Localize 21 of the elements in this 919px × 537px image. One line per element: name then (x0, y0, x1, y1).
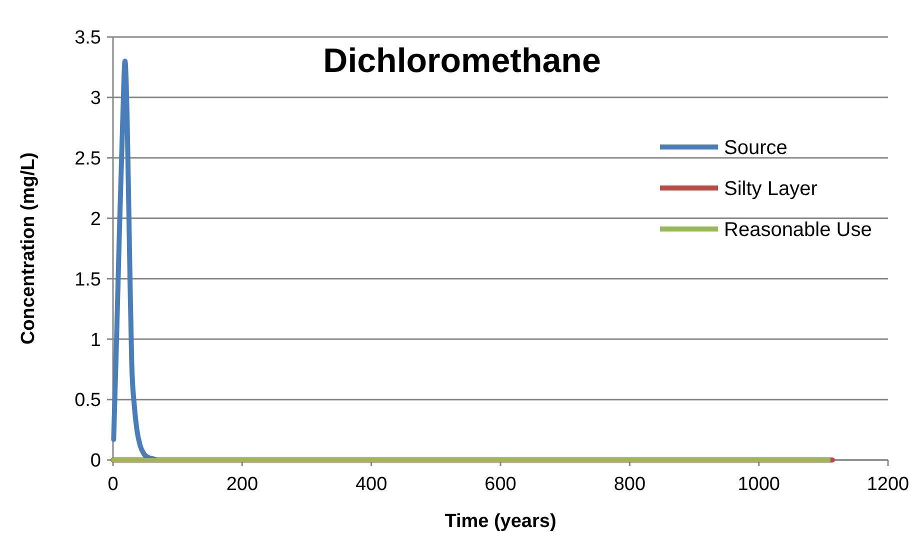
x-tick-label: 200 (226, 474, 258, 495)
x-axis-title: Time (years) (444, 511, 556, 532)
y-tick-label: 1.5 (74, 269, 101, 290)
y-tick-label: 3 (90, 88, 101, 110)
y-tick-label: 3.5 (74, 28, 101, 49)
x-tick-label: 1200 (866, 474, 910, 495)
chart-title: Dichloromethane (323, 42, 601, 80)
y-tick-label: 2 (90, 208, 101, 230)
legend-label: Source (724, 137, 788, 159)
y-tick-label: 0 (90, 450, 101, 472)
y-axis-title: Concentration (mg/L) (18, 152, 39, 345)
x-tick-label: 800 (614, 474, 646, 495)
x-tick-label: 1000 (738, 474, 780, 495)
y-tick-label: 0.5 (74, 390, 101, 412)
x-tick-label: 0 (108, 474, 118, 495)
x-tick-label: 600 (484, 474, 516, 495)
y-tick-label: 2.5 (74, 148, 101, 170)
legend-label: Reasonable Use (724, 219, 872, 241)
legend-label: Silty Layer (724, 178, 818, 200)
x-tick-label: 400 (355, 474, 388, 495)
y-tick-label: 1 (90, 330, 101, 351)
